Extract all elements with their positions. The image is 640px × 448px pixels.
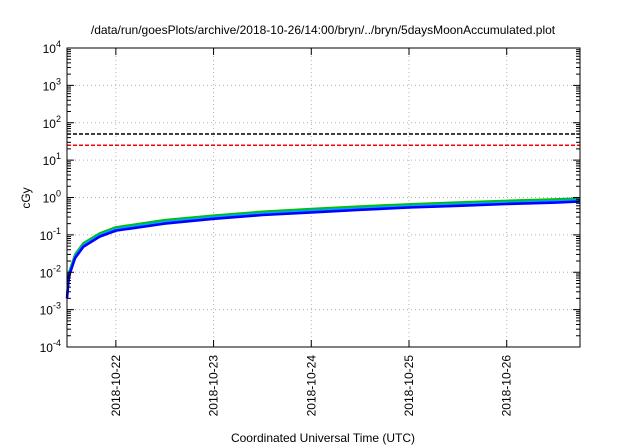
x-tick-label: 2018-10-25 <box>402 355 416 417</box>
y-axis-ticks: 10-4 10-3 10-2 10-1 100 101 102 103 104 <box>40 39 580 355</box>
y-tick-label: 10-3 <box>40 301 61 318</box>
y-tick-label: 101 <box>43 151 61 168</box>
y-tick-label: 10-4 <box>40 338 61 355</box>
y-tick-label: 100 <box>43 189 61 206</box>
y-tick-label: 102 <box>43 114 61 131</box>
grid <box>67 48 580 347</box>
series-line-3 <box>65 200 581 299</box>
x-tick-label: 2018-10-22 <box>109 355 123 417</box>
y-axis-label: cGy <box>19 187 33 208</box>
y-tick-label: 104 <box>43 39 61 56</box>
threshold-lines <box>67 133 580 147</box>
y-tick-label: 10-1 <box>40 226 61 243</box>
x-tick-label: 2018-10-26 <box>500 355 514 417</box>
series-group <box>65 197 581 299</box>
y-tick-label: 103 <box>43 76 61 93</box>
y-tick-label: 10-2 <box>40 263 61 280</box>
x-axis-ticks: 2018-10-22 2018-10-23 2018-10-24 2018-10-25… <box>109 48 514 416</box>
x-axis-label: Coordinated Universal Time (UTC) <box>231 431 415 445</box>
x-tick-label: 2018-10-23 <box>207 355 221 417</box>
chart-title: /data/run/goesPlots/archive/2018-10-26/1… <box>91 23 556 37</box>
x-tick-label: 2018-10-24 <box>304 355 318 417</box>
